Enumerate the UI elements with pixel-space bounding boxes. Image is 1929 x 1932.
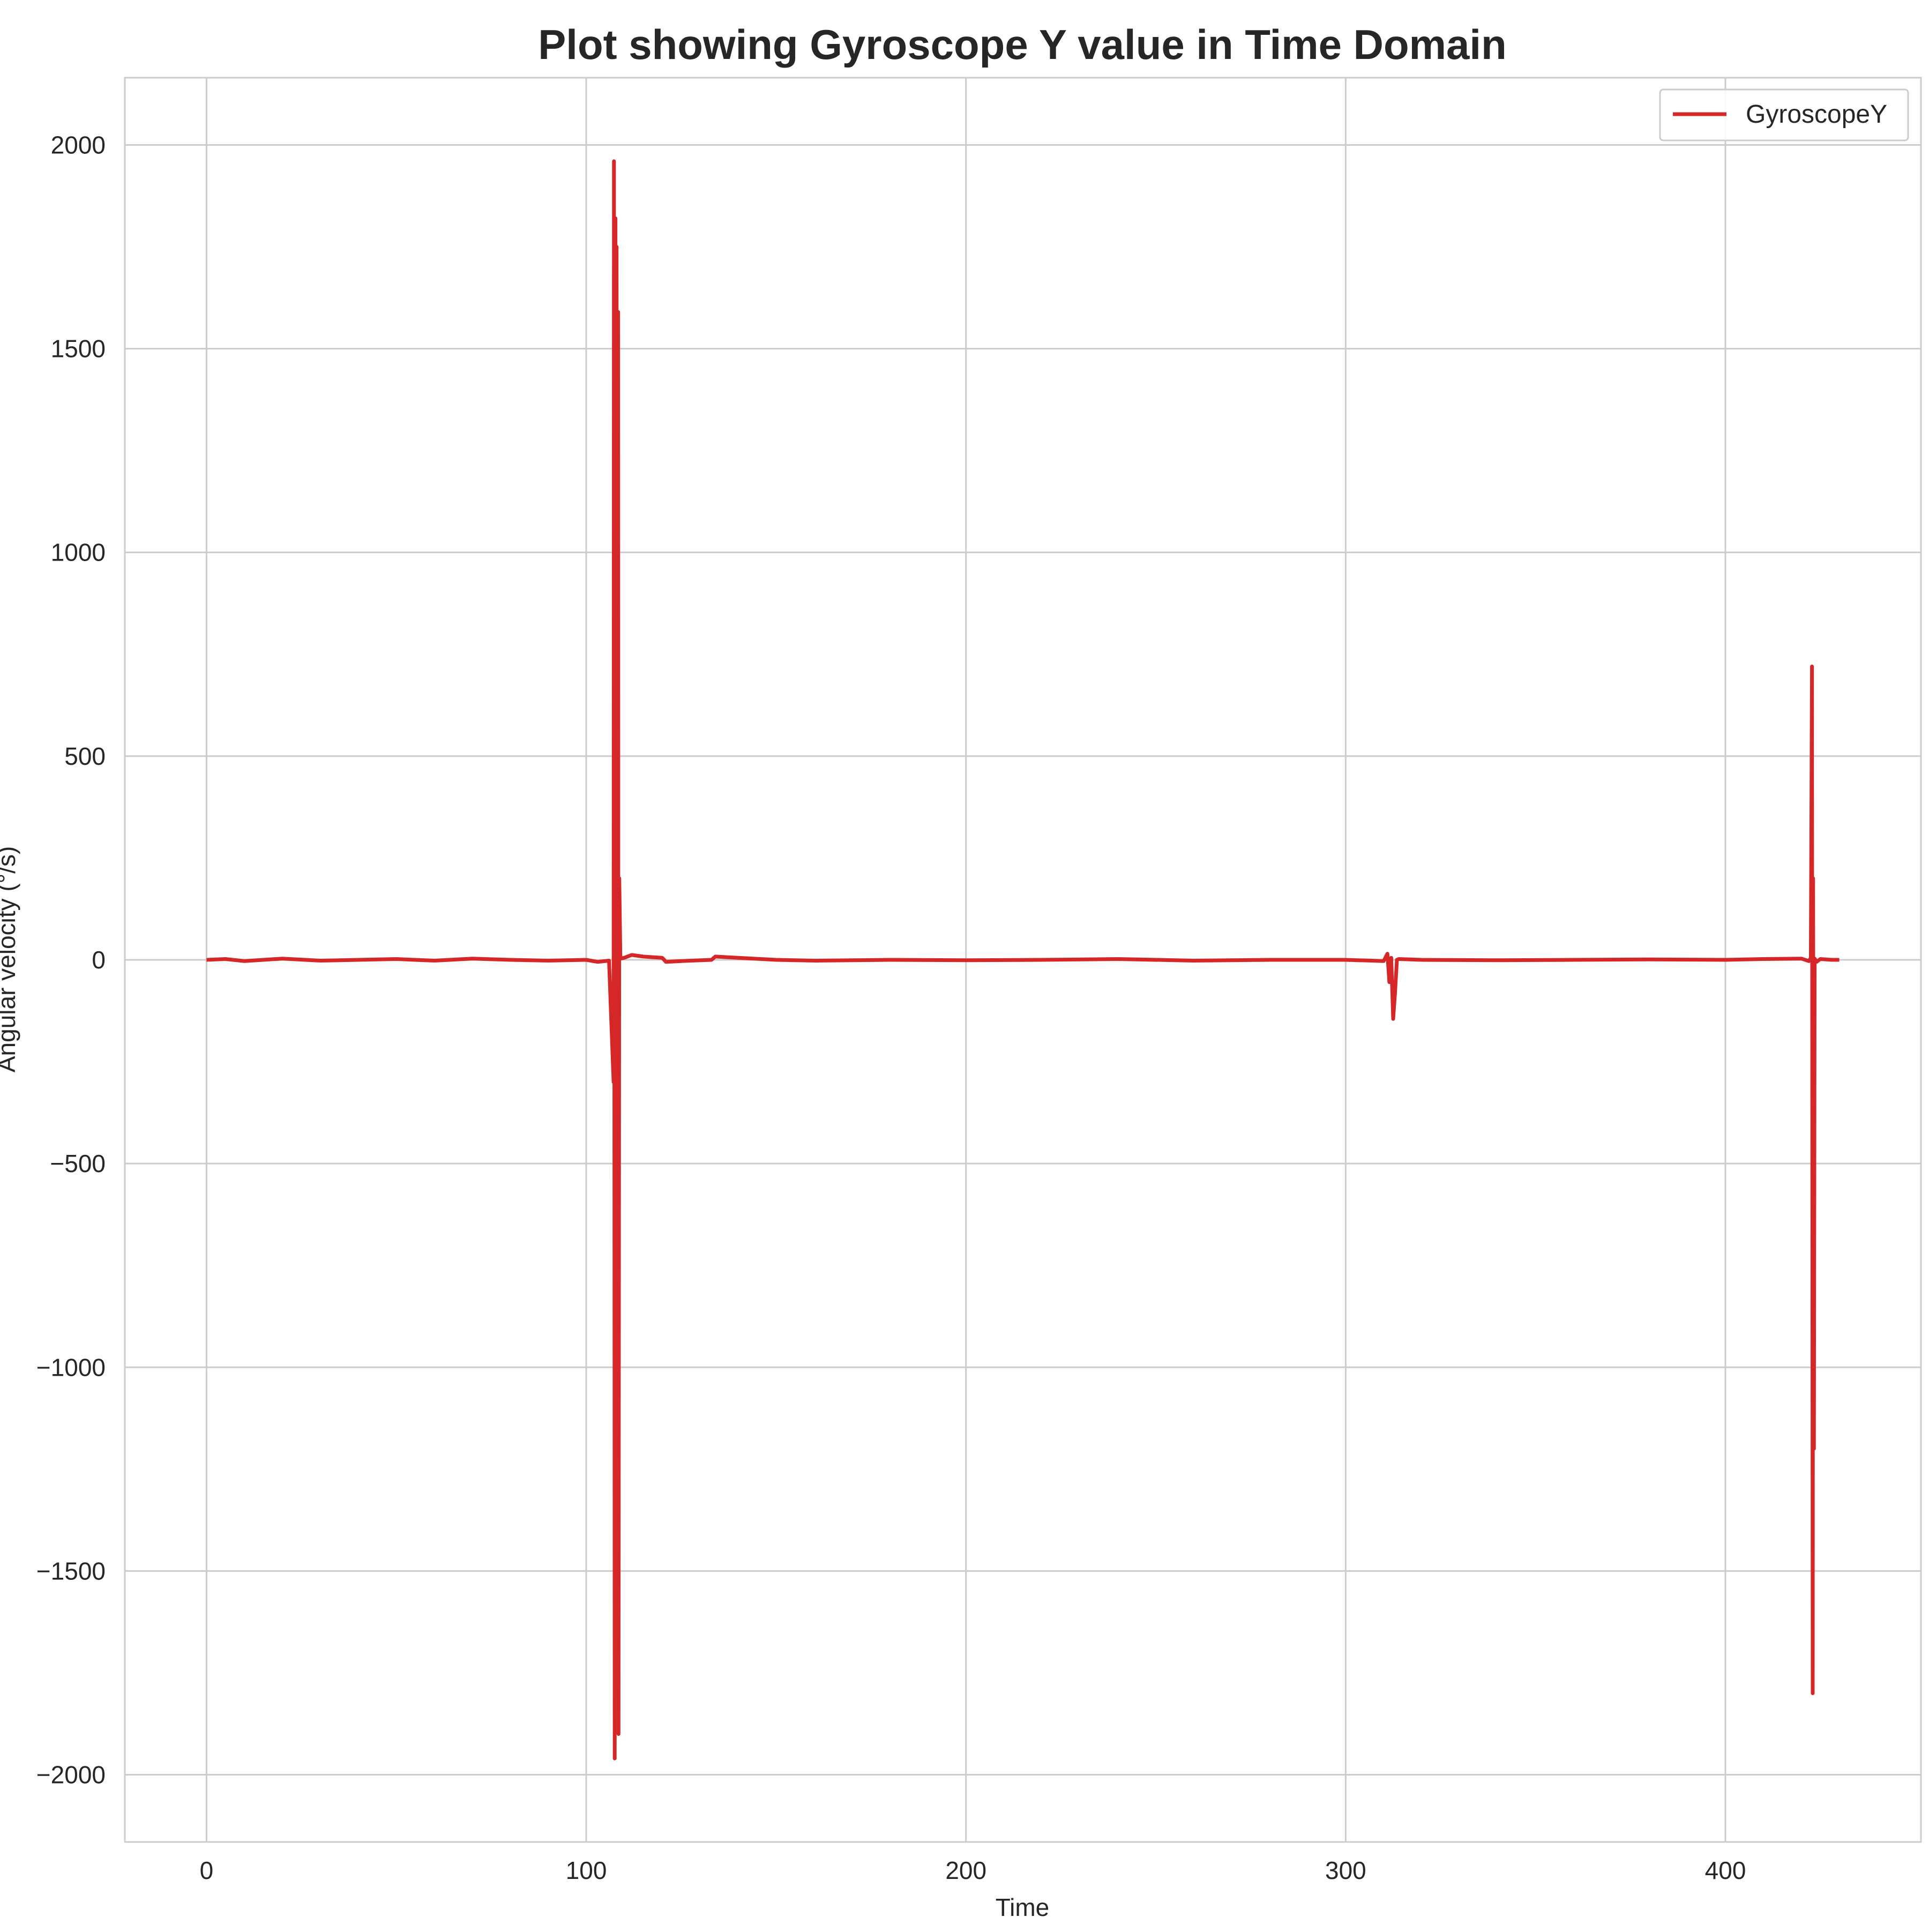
y-tick-label: −1500 [36, 1557, 106, 1585]
y-tick-label: 1500 [51, 335, 106, 363]
y-tick-label: −500 [50, 1150, 106, 1177]
x-axis-label: Time [996, 1893, 1050, 1921]
x-tick-label: 300 [1325, 1856, 1366, 1884]
y-tick-label: 0 [92, 946, 106, 974]
y-tick-label: 1000 [51, 539, 106, 566]
chart-title: Plot showing Gyroscope Y value in Time D… [538, 21, 1506, 68]
y-axis-label: Angular velocity (°/s) [0, 846, 20, 1072]
y-tick-label: −1000 [36, 1353, 106, 1381]
x-tick-label: 200 [945, 1856, 986, 1884]
y-tick-label: −2000 [36, 1761, 106, 1789]
y-tick-label: 2000 [51, 131, 106, 159]
x-tick-labels: 0 100 200 300 400 [200, 1856, 1746, 1884]
x-tick-label: 0 [200, 1856, 214, 1884]
legend-entry-gyroscopey: GyroscopeY [1746, 100, 1887, 129]
legend-box [1659, 88, 1909, 141]
x-tick-label: 400 [1705, 1856, 1746, 1884]
y-tick-label: 500 [64, 742, 106, 770]
series-line-gyroscopey [206, 159, 1840, 1761]
y-tick-labels: 2000 1500 1000 500 0 −500 −1000 −1500 −2000 [36, 131, 106, 1788]
x-tick-label: 100 [566, 1856, 607, 1884]
series-layer [206, 159, 1840, 1761]
plot-area-frame [124, 77, 1922, 1843]
legend: GyroscopeY [1659, 88, 1909, 141]
